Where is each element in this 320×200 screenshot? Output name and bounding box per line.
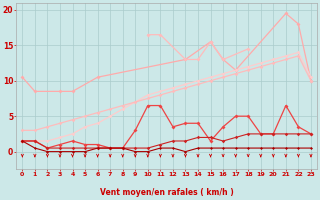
X-axis label: Vent moyen/en rafales ( km/h ): Vent moyen/en rafales ( km/h ): [100, 188, 234, 197]
